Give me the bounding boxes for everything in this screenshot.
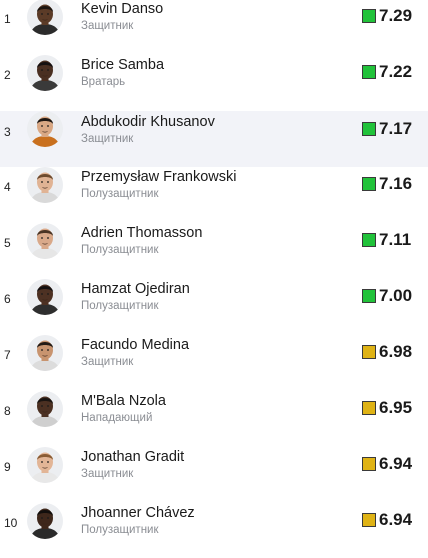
player-row[interactable]: 7 Facundo Medina Защитник 6.98 <box>0 334 428 390</box>
player-avatar <box>27 0 63 35</box>
rating-color-swatch <box>362 457 376 471</box>
player-position: Полузащитник <box>81 188 159 200</box>
player-name[interactable]: Brice Samba <box>81 57 165 73</box>
player-face-icon <box>27 503 63 539</box>
player-position: Защитник <box>81 133 134 145</box>
rating-color-swatch <box>362 177 376 191</box>
player-name[interactable]: Adrien Thomasson <box>81 225 203 241</box>
player-row[interactable]: 3 Abdukodir Khusanov Защитник 7.17 <box>0 111 428 167</box>
player-avatar <box>27 279 63 315</box>
rating-value: 6.94 <box>379 454 413 473</box>
player-avatar <box>27 111 63 147</box>
rating-value: 7.11 <box>379 230 412 249</box>
player-position: Полузащитник <box>81 300 159 312</box>
player-rank: 8 <box>4 404 11 418</box>
player-face-icon <box>27 391 63 427</box>
player-row[interactable]: 6 Hamzat Ojediran Полузащитник 7.00 <box>0 278 428 334</box>
player-rank: 3 <box>4 125 11 139</box>
player-name[interactable]: Kevin Danso <box>81 1 164 17</box>
player-row[interactable]: 9 Jonathan Gradit Защитник 6.94 <box>0 446 428 502</box>
player-avatar <box>27 503 63 539</box>
player-avatar <box>27 447 63 483</box>
player-rank: 1 <box>4 12 11 26</box>
player-row[interactable]: 2 Brice Samba Вратарь 7.22 <box>0 54 428 110</box>
player-avatar <box>27 335 63 371</box>
player-row[interactable]: 10 Jhoanner Chávez Полузащитник 6.94 <box>0 502 428 558</box>
player-name[interactable]: Przemysław Frankowski <box>81 169 237 185</box>
player-avatar <box>27 55 63 91</box>
player-face-icon <box>27 335 63 371</box>
player-row[interactable]: 1 Kevin Danso Защитник 7.29 <box>0 0 428 54</box>
rating-color-swatch <box>362 9 376 23</box>
player-face-icon <box>27 223 63 259</box>
player-name[interactable]: M'Bala Nzola <box>81 393 166 409</box>
rating-value: 6.95 <box>379 398 413 417</box>
player-name[interactable]: Hamzat Ojediran <box>81 281 190 297</box>
player-position: Защитник <box>81 468 134 480</box>
player-rank: 9 <box>4 460 11 474</box>
player-rank: 4 <box>4 180 11 194</box>
player-name[interactable]: Facundo Medina <box>81 337 190 353</box>
player-name[interactable]: Abdukodir Khusanov <box>81 114 215 130</box>
player-face-icon <box>27 0 63 35</box>
player-face-icon <box>27 167 63 203</box>
player-position: Полузащитник <box>81 524 159 536</box>
player-avatar <box>27 391 63 427</box>
player-face-icon <box>27 447 63 483</box>
player-avatar <box>27 167 63 203</box>
rating-value: 7.22 <box>379 62 413 81</box>
rating-value: 6.98 <box>379 342 413 361</box>
rating-color-swatch <box>362 513 376 527</box>
rating-value: 7.16 <box>379 174 413 193</box>
player-avatar <box>27 223 63 259</box>
rating-color-swatch <box>362 289 376 303</box>
rating-value: 7.17 <box>379 119 413 138</box>
player-face-icon <box>27 111 63 147</box>
player-row[interactable]: 8 M'Bala Nzola Нападающий 6.95 <box>0 390 428 446</box>
rating-color-swatch <box>362 233 376 247</box>
rating-value: 7.00 <box>379 286 413 305</box>
player-rank: 5 <box>4 236 11 250</box>
player-row[interactable]: 5 Adrien Thomasson Полузащитник 7.11 <box>0 222 428 278</box>
player-position: Полузащитник <box>81 244 159 256</box>
player-position: Защитник <box>81 356 134 368</box>
player-name[interactable]: Jhoanner Chávez <box>81 505 195 521</box>
rating-value: 7.29 <box>379 6 413 25</box>
player-rank: 2 <box>4 68 11 82</box>
player-rank: 6 <box>4 292 11 306</box>
player-face-icon <box>27 55 63 91</box>
player-position: Вратарь <box>81 76 126 88</box>
rating-value: 6.94 <box>379 510 413 529</box>
player-position: Защитник <box>81 20 134 32</box>
rating-color-swatch <box>362 345 376 359</box>
player-rank: 7 <box>4 348 11 362</box>
rating-color-swatch <box>362 401 376 415</box>
player-position: Нападающий <box>81 412 153 424</box>
player-face-icon <box>27 279 63 315</box>
player-name[interactable]: Jonathan Gradit <box>81 449 185 465</box>
player-rank: 10 <box>4 516 18 530</box>
player-row[interactable]: 4 Przemysław Frankowski Полузащитник 7.1… <box>0 166 428 222</box>
rating-color-swatch <box>362 65 376 79</box>
rating-color-swatch <box>362 122 376 136</box>
